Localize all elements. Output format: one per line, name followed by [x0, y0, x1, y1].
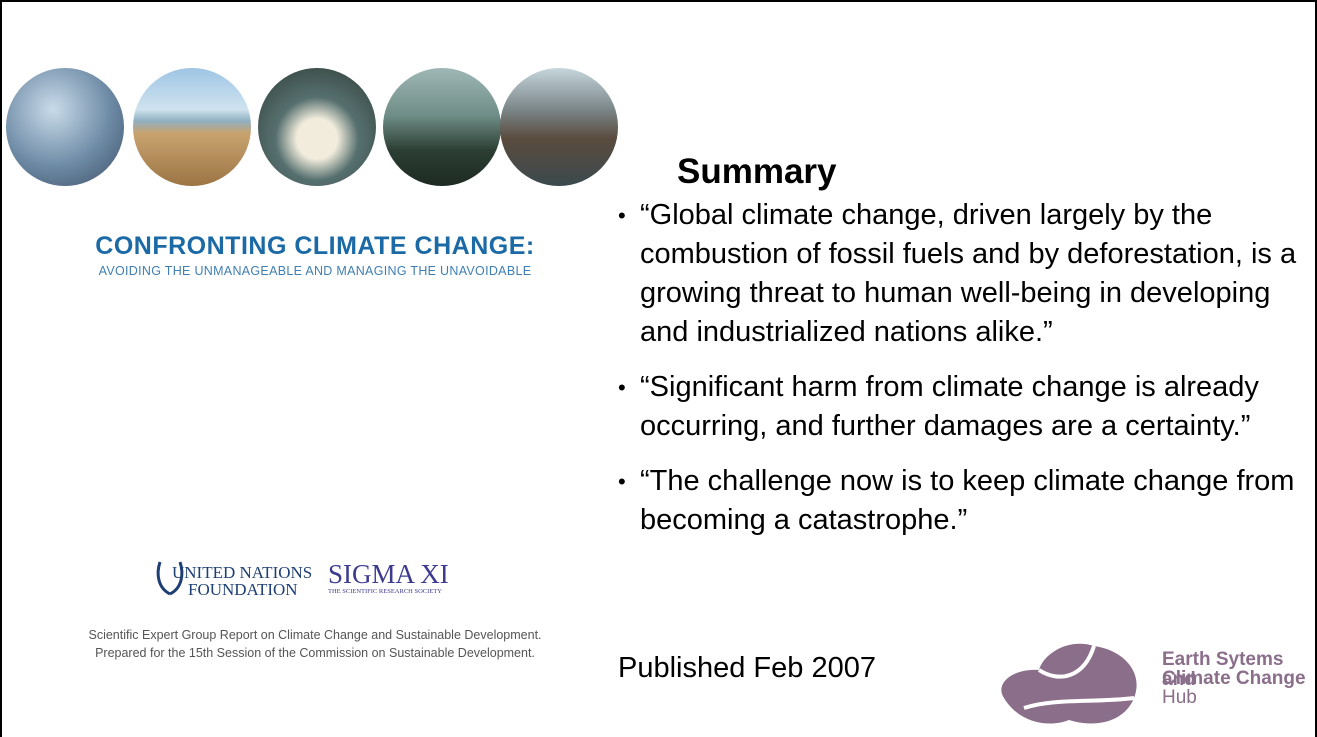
photo-flood-houses: [500, 68, 618, 186]
heading: Summary: [677, 152, 837, 191]
footnote: Scientific Expert Group Report on Climat…: [88, 628, 542, 642]
sigma-xi-logo: SIGMA XI: [328, 559, 449, 589]
photo-mangrove: [383, 68, 501, 186]
bullet: “Significant harm from climate change is…: [618, 368, 1315, 446]
photo-drought: [133, 68, 251, 186]
hub-name: Hub: [1162, 687, 1197, 708]
report-title: CONFRONTING CLIMATE CHANGE:: [95, 232, 535, 260]
hub-name: Climate Change: [1162, 668, 1306, 689]
bullet-list: “Global climate change, driven largely b…: [618, 196, 1315, 556]
un-emblem: [156, 561, 184, 596]
hub-name: Earth Sytems and: [1162, 649, 1284, 690]
photo-industry: [6, 68, 124, 186]
published-date: Published Feb 2007: [618, 652, 876, 684]
photo-polar-bear: [258, 68, 376, 186]
hub-emblem: [1001, 643, 1137, 724]
bullet: “Global climate change, driven largely b…: [618, 196, 1315, 352]
footnote: Prepared for the 15th Session of the Com…: [95, 646, 535, 660]
un-logo-line1: UNITED NATIONS: [172, 563, 313, 582]
un-logo-line2: FOUNDATION: [188, 580, 298, 599]
sigma-xi-tagline: THE SCIENTIFIC RESEARCH SOCIETY: [328, 588, 442, 595]
report-subtitle: AVOIDING THE UNMANAGEABLE AND MANAGING T…: [98, 264, 532, 278]
bullet: “The challenge now is to keep climate ch…: [618, 462, 1315, 540]
